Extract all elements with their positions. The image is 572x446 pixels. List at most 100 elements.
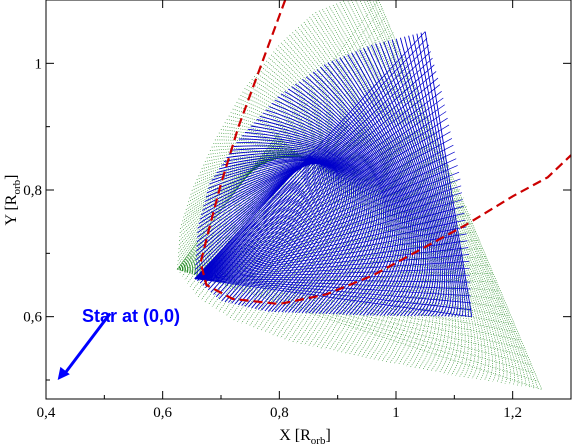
fan-ray (194, 71, 437, 279)
fan-ray (177, 114, 431, 270)
fan-ray (194, 77, 439, 279)
fan-line (203, 154, 336, 334)
fan-line (424, 31, 473, 317)
fan-ray (177, 268, 528, 357)
fan-ray (194, 206, 464, 280)
fan-line (302, 78, 404, 316)
fan-ray (194, 151, 455, 279)
fan-line (291, 86, 398, 316)
fan-line (351, 0, 512, 385)
fan-ray (177, 256, 487, 270)
fan-line (191, 156, 319, 324)
fan-line (223, 154, 352, 313)
fan-ray (177, 81, 417, 270)
fan-line (216, 136, 356, 345)
fan-line (322, 9, 483, 380)
fan-line (346, 0, 508, 384)
fan-ray (194, 254, 469, 280)
fan-line (253, 75, 405, 360)
x-tick-label: 1,2 (503, 405, 522, 421)
fan-ray (194, 91, 442, 279)
fan-ray (194, 138, 453, 279)
y-tick-label: 1 (35, 56, 43, 72)
fan-ray (177, 268, 497, 283)
fan-line (375, 0, 539, 390)
fan-line (249, 82, 399, 358)
fan-line (292, 32, 450, 373)
fan-ray (194, 192, 463, 279)
fan-line (355, 0, 515, 386)
arrow-head (57, 366, 70, 380)
fan-line (318, 10, 479, 379)
fan-ray (194, 165, 458, 279)
x-axis-title-sub: orb (311, 435, 326, 446)
fan-ray (194, 267, 470, 280)
fan-line (197, 162, 325, 303)
fan-line (202, 162, 331, 306)
x-axis-title: X [Rorb] (279, 427, 331, 446)
fan-line (197, 162, 323, 302)
y-axis-title-main: Y [R (3, 194, 20, 225)
fan-ray (177, 268, 524, 349)
fan-ray (194, 240, 468, 280)
fan-line (221, 155, 351, 313)
fan-line (228, 150, 356, 313)
x-axis-title-end: ] (325, 427, 330, 444)
fan-line (204, 162, 334, 307)
fan-line (177, 140, 284, 280)
fan-line (266, 60, 420, 364)
y-tick-label: 0,6 (23, 310, 42, 326)
y-axis-title: Y [Rorb] (3, 175, 23, 226)
fan-line (316, 69, 412, 316)
fan-ray (194, 261, 470, 280)
fan-line (268, 106, 384, 315)
fan-line (256, 119, 376, 314)
fan-ray (177, 268, 532, 366)
fan-line (355, 51, 433, 317)
fan-ray (194, 111, 447, 279)
fan-line (367, 46, 439, 317)
fan-ray (194, 158, 457, 279)
fan-line (305, 76, 406, 316)
fan-line (327, 62, 418, 317)
fan-line (325, 7, 486, 380)
x-tick-label: 0,6 (153, 405, 172, 421)
fan-ray (194, 185, 462, 279)
fan-line (343, 55, 427, 317)
fan-ray (194, 274, 470, 280)
fan-line (207, 160, 340, 309)
fan-line (182, 152, 300, 307)
fan-line (323, 64, 416, 316)
fan-line (241, 135, 366, 314)
fan-line (280, 93, 392, 315)
fan-line (395, 38, 454, 317)
fan-ray (194, 233, 467, 280)
fan-ray (194, 97, 444, 279)
fan-line (312, 71, 410, 316)
star-arrow (57, 312, 112, 380)
fan-line (230, 112, 375, 351)
x-tick-label: 1 (392, 405, 400, 421)
y-axis-title-end: ] (3, 175, 20, 180)
fan-line (375, 43, 443, 317)
y-tick-label: 0,8 (23, 183, 42, 199)
fan-line (379, 42, 446, 317)
fan-line (233, 145, 360, 313)
fan-line (278, 45, 434, 368)
fan-ray (194, 278, 471, 297)
fan-ray (177, 197, 465, 270)
fan-ray (194, 124, 450, 279)
fan-ray (194, 44, 430, 279)
fan-line (363, 47, 437, 317)
fan-line (242, 91, 391, 356)
fan-line (315, 12, 476, 378)
fan-ray (194, 247, 469, 280)
fan-ray (194, 51, 431, 279)
fan-line (351, 52, 431, 317)
fan-line (196, 161, 321, 298)
fan-line (179, 148, 294, 301)
fan-ray (194, 278, 471, 290)
fan-line (206, 161, 338, 309)
fan-ray (194, 144, 454, 279)
